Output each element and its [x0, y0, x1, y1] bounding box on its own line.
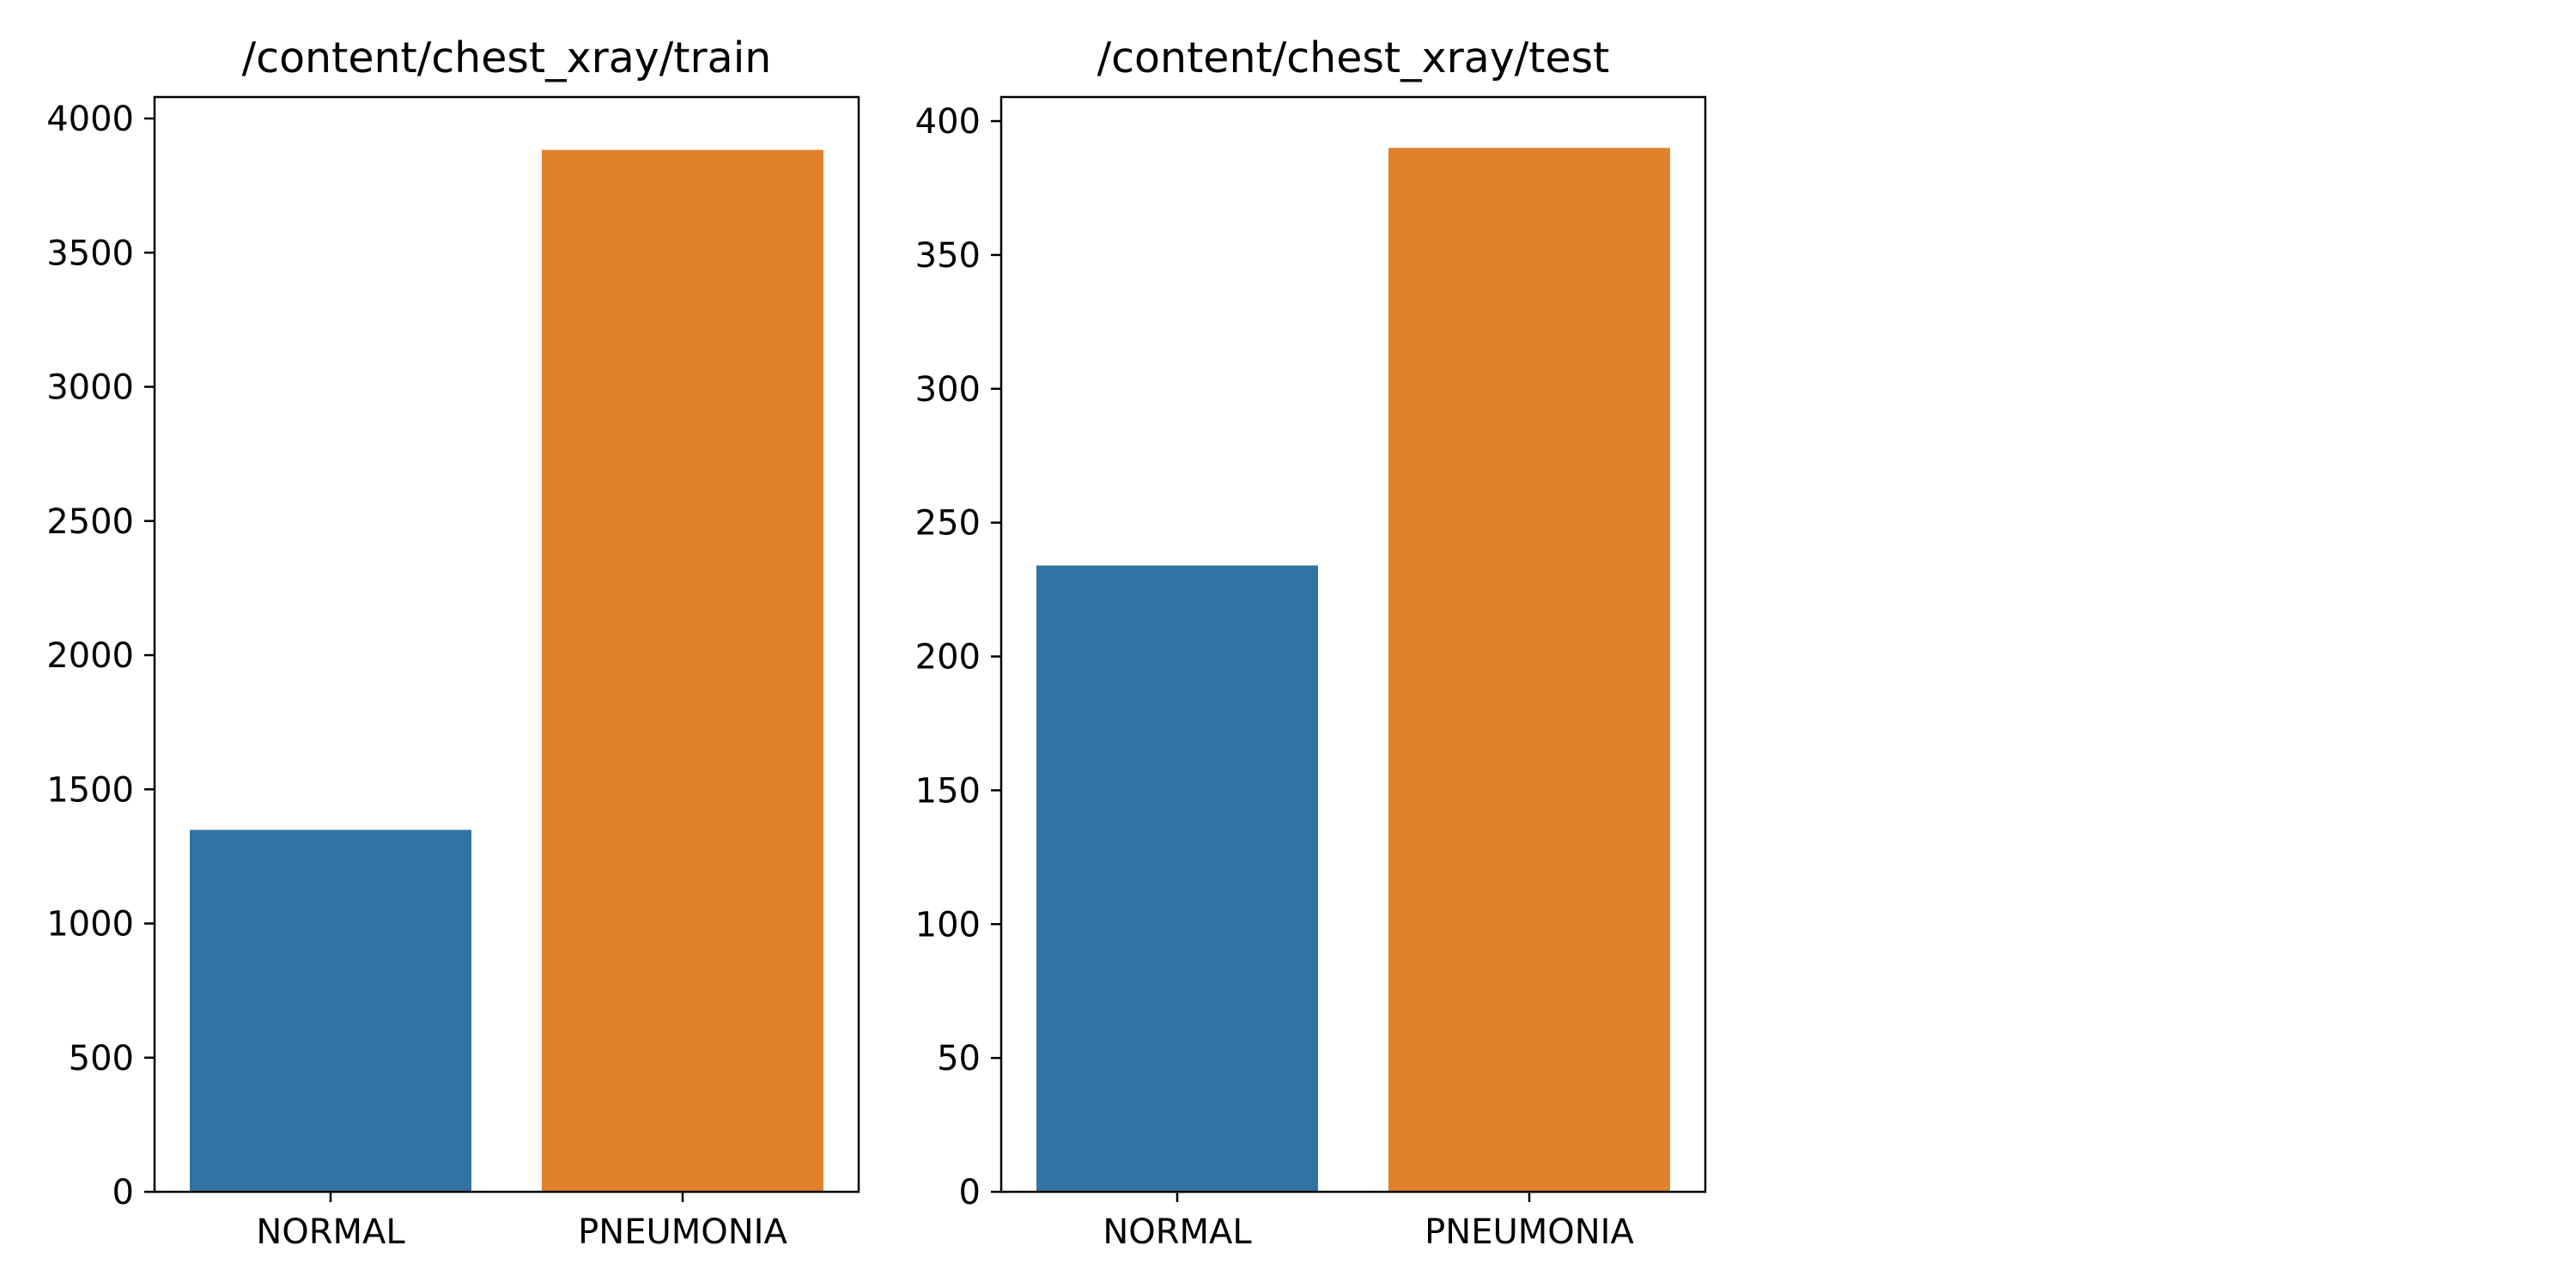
x-axis: NORMAL PNEUMONIA	[1103, 1192, 1634, 1252]
y-axis: 0 500 1000 1500 2000 2500 3000 3500 4000	[46, 100, 155, 1212]
chart-title: /content/chest_xray/train	[242, 33, 772, 82]
bars	[1036, 148, 1670, 1192]
y-tick-label: 350	[915, 236, 981, 276]
y-tick-label: 1000	[46, 905, 134, 945]
y-tick-label: 0	[959, 1173, 981, 1212]
bar-pneumonia	[1388, 148, 1670, 1192]
x-axis: NORMAL PNEUMONIA	[256, 1192, 787, 1252]
train-chart-panel: /content/chest_xray/train 0 500 1000 1500 20…	[46, 33, 860, 1252]
y-tick-label: 300	[915, 370, 981, 410]
bars	[190, 149, 823, 1192]
plot-frame	[153, 95, 860, 1194]
y-tick-label: 3000	[46, 368, 134, 408]
y-tick-label: 150	[915, 771, 981, 811]
y-tick-label: 2500	[46, 502, 134, 542]
y-tick-label: 1500	[46, 770, 134, 810]
bar-pneumonia	[542, 149, 823, 1192]
y-tick-label: 400	[915, 102, 981, 142]
bar-normal	[190, 829, 471, 1192]
y-tick-label: 4000	[46, 100, 134, 139]
y-tick-label: 100	[915, 905, 981, 945]
y-axis: 0 50 100 150 200 250 300 350 400	[915, 102, 1001, 1212]
y-tick-label: 500	[69, 1039, 134, 1078]
y-tick-label: 3500	[46, 234, 134, 273]
y-tick-label: 250	[915, 504, 981, 544]
x-tick-label: NORMAL	[256, 1212, 405, 1252]
x-tick-label: PNEUMONIA	[1425, 1212, 1634, 1252]
test-chart-panel: /content/chest_xray/test 0 50 100 150 200 250…	[915, 33, 1707, 1252]
y-tick-label: 2000	[46, 636, 134, 676]
x-tick-label: NORMAL	[1103, 1212, 1252, 1252]
plot-frame	[999, 95, 1707, 1194]
chart-title: /content/chest_xray/test	[1097, 33, 1610, 82]
y-tick-label: 0	[112, 1173, 134, 1212]
y-tick-label: 50	[937, 1039, 981, 1078]
y-tick-label: 200	[915, 638, 981, 677]
x-tick-label: PNEUMONIA	[578, 1212, 787, 1252]
bar-normal	[1036, 565, 1318, 1192]
